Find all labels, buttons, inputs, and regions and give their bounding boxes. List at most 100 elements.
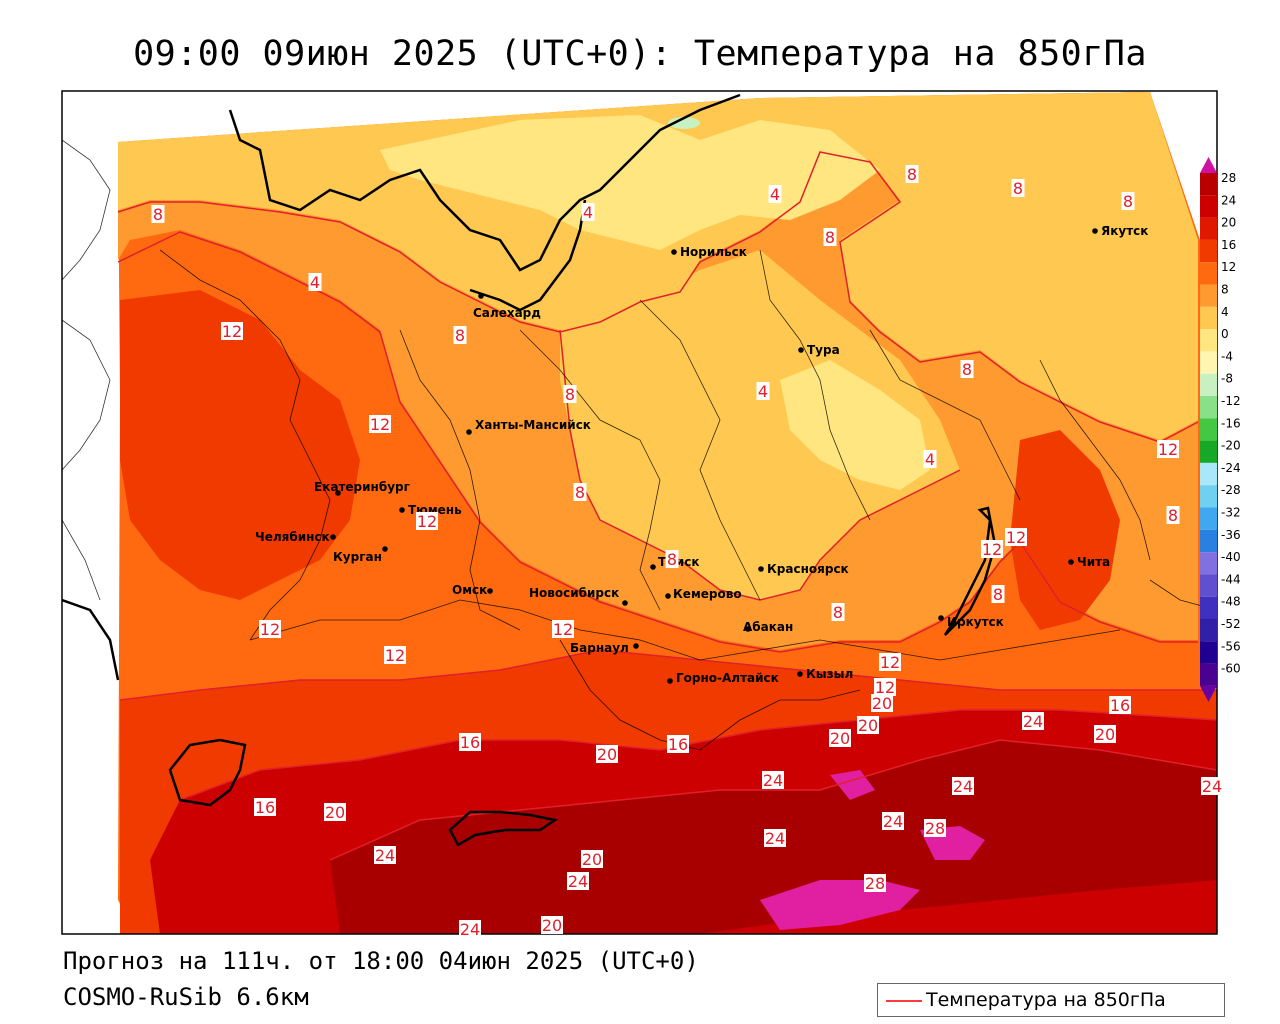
isotherm-label: 12 [260,620,280,639]
isotherm-label: 8 [1013,179,1023,198]
zone-12-16-west [120,290,360,600]
city-label: Барнаул [570,641,629,655]
isotherm-label-bg [952,777,974,795]
isotherm-label: 24 [460,920,480,939]
isotherm-label-bg [905,165,919,183]
legend-label: Температура на 850гПа [926,989,1166,1011]
isotherm-label-bg [459,920,481,938]
city-markers: Норильск Якутск Салехард Тура Ханты-Мансийск… [255,224,1148,685]
city-marker [1068,559,1074,565]
isotherm-label-bg [823,228,837,246]
isotherm-label: 8 [1123,192,1133,211]
isotherm-label-bg [573,483,587,501]
isotherm-label: 8 [833,603,843,622]
colorbar-label: 8 [1221,283,1229,297]
colorbar-label: -4 [1221,349,1233,363]
isotherm-label-bg [151,205,165,223]
colorbar-swatch [1200,239,1217,263]
isotherm-label-bg [259,620,281,638]
model-info: COSMO-RuSib 6.6км [63,983,309,1011]
isotherm-label: 8 [1168,506,1178,525]
isotherm-label: 12 [222,322,242,341]
city-marker [745,626,751,632]
city-marker [797,671,803,677]
isotherm-label: 24 [883,812,903,831]
city-marker [665,593,671,599]
city-marker [758,566,764,572]
colorbar-label: -56 [1221,639,1241,653]
isotherm-label-bg [768,185,782,203]
city-label: Абакан [743,620,793,634]
forecast-info: Прогноз на 111ч. от 18:00 04июн 2025 (UT… [63,947,699,975]
zone-28-plus-a [760,880,920,930]
colorbar-swatch [1200,329,1217,352]
isotherm-label: 8 [667,550,677,569]
zone-12-16-east [1010,430,1120,630]
isotherm-label: 16 [255,798,275,817]
colorbar-label: -12 [1221,394,1241,408]
city-marker [667,678,673,684]
isotherm-label: 12 [553,620,573,639]
colorbar-swatch [1200,641,1217,664]
city-label: Якутск [1101,224,1148,238]
colorbar-swatch [1200,396,1217,419]
colorbar-bottom-arrow [1200,685,1217,702]
colorbar-label: 12 [1221,260,1236,274]
isotherm-label: 28 [925,819,945,838]
isotherm-label-bg [1109,696,1131,714]
colorbar-label: -8 [1221,372,1233,386]
isotherm-label: 20 [830,729,850,748]
isotherm-label-bg [857,716,879,734]
isotherm-label: 16 [460,733,480,752]
isotherm-label: 12 [982,540,1002,559]
isotherm-label: 20 [858,716,878,735]
colorbar-label: -16 [1221,416,1241,430]
isotherm-label: 8 [455,326,465,345]
isotherm-label: 8 [153,205,163,224]
isotherm-label: 12 [370,415,390,434]
isotherm-label-bg [874,678,896,696]
isotherm-label: 8 [575,483,585,502]
isotherm-label-bg [831,603,845,621]
isotherm-label: 4 [925,450,935,469]
colorbar-swatch [1200,596,1217,619]
city-label: Норильск [680,245,747,259]
isotherm-label: 16 [668,735,688,754]
isotherm-label-bg [762,771,784,789]
city-label: Тура [807,343,840,357]
isotherm-label-bg [324,803,346,821]
isotherm-label: 24 [953,777,973,796]
isotherm-label-bg [581,850,603,868]
isotherm-label: 12 [417,512,437,531]
colorbar-label: -44 [1221,572,1241,586]
colorbar-swatch [1200,529,1217,553]
colorbar-swatch [1200,306,1217,330]
isotherm-label-bg [581,203,595,221]
isotherm-label-bg [871,694,893,712]
isotherm-label-bg [1005,528,1027,546]
colorbar-label: 20 [1221,216,1236,230]
isotherm-label: 20 [542,916,562,935]
colorbar-label: -36 [1221,528,1241,542]
isotherm-label: 12 [880,653,900,672]
isotherm-label-bg [254,798,276,816]
isotherm-label-bg [1201,777,1223,795]
city-label: Ханты-Мансийск [475,418,591,432]
city-marker [671,249,677,255]
colorbar-swatch [1200,507,1217,530]
colorbar-label: -52 [1221,617,1241,631]
city-marker [478,293,484,299]
city-label: Иркутск [947,615,1004,629]
colorbar-swatch [1200,663,1217,686]
isotherm-label: 8 [962,360,972,379]
colorbar-swatch [1200,619,1217,642]
colorbar-label: 16 [1221,238,1236,252]
isotherm-label: 8 [565,385,575,404]
city-marker [487,588,493,594]
isotherm-label: 20 [597,745,617,764]
colorbar-swatch [1200,173,1217,196]
city-marker [1092,228,1098,234]
colorbar-label: 4 [1221,305,1229,319]
isotherm-label-bg [924,819,946,837]
isotherm-label-bg [981,540,1003,558]
